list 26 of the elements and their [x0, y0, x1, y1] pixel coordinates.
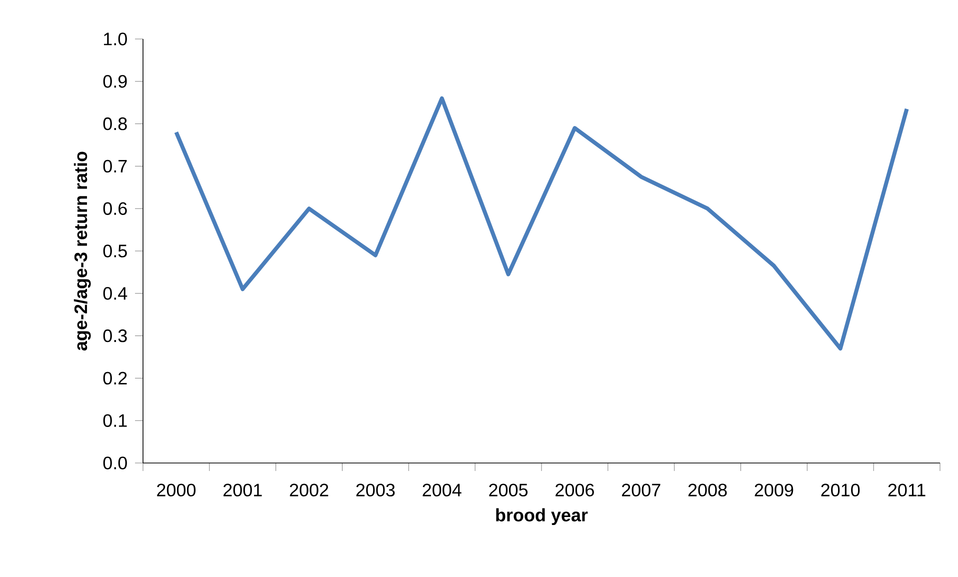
y-tick-label: 0.5 [103, 244, 127, 258]
y-tick-label: 0.8 [103, 117, 127, 130]
x-tick-label: 2000 [157, 484, 196, 496]
x-tick-label: 2001 [224, 484, 262, 496]
y-tick-label: 0.2 [103, 372, 127, 385]
x-tick-label: 2003 [356, 484, 395, 496]
y-tick-label: 0.6 [103, 202, 127, 215]
x-tick-label: 2010 [821, 484, 860, 496]
y-tick-label: 0.0 [103, 456, 127, 470]
y-tick-label: 0.9 [103, 75, 127, 88]
x-tick-label: 2005 [489, 484, 528, 496]
x-tick-label: 2011 [888, 484, 926, 496]
x-axis-title: brood year [496, 508, 588, 526]
x-tick-label: 2009 [754, 484, 794, 496]
line-series [174, 96, 909, 351]
y-tick-label: 0.7 [103, 160, 127, 173]
x-tick-label: 2006 [556, 484, 594, 496]
x-tick-label: 2002 [290, 484, 328, 496]
x-tick-label: 2007 [622, 484, 660, 496]
y-tick-label: 1.0 [104, 32, 127, 46]
y-tick-label: 0.3 [103, 329, 127, 342]
x-tick-label: 2008 [688, 484, 727, 496]
y-axis-title: age-2/age-3 return ratio [74, 152, 91, 350]
x-tick-label: 2004 [422, 484, 462, 496]
y-tick-label: 0.4 [103, 287, 128, 300]
y-tick-label: 0.1 [103, 414, 127, 427]
